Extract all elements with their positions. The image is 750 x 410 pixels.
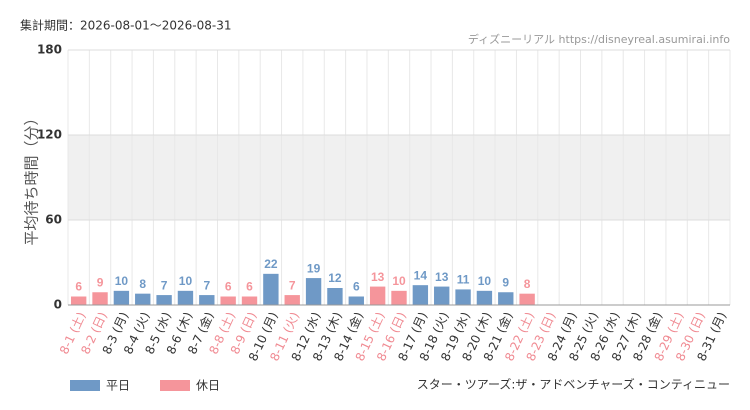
- y-tick-label: 120: [37, 128, 62, 142]
- bar: [498, 292, 514, 305]
- legend-swatch: [70, 380, 100, 391]
- attraction: スター・ツアーズ:ザ・アドベンチャーズ・コンティニュー: [417, 377, 730, 392]
- value-label: 6: [353, 280, 360, 294]
- bar: [156, 295, 172, 305]
- bar: [476, 290, 493, 305]
- value-label: 6: [75, 280, 82, 294]
- value-label: 8: [524, 277, 531, 291]
- bar: [70, 296, 87, 305]
- value-label: 10: [115, 274, 129, 288]
- value-label: 13: [435, 270, 449, 284]
- value-label: 22: [264, 257, 278, 271]
- value-label: 10: [392, 274, 406, 288]
- value-label: 13: [371, 270, 385, 284]
- bar: [135, 293, 151, 305]
- value-label: 10: [478, 274, 492, 288]
- bar: [220, 296, 236, 305]
- bar: [369, 286, 386, 305]
- y-tick-label: 60: [45, 213, 62, 227]
- bar: [412, 285, 429, 305]
- bar: [519, 293, 535, 305]
- y-tick-label: 180: [37, 43, 62, 57]
- legend-swatch: [160, 380, 190, 391]
- y-tick-label: 0: [54, 298, 62, 312]
- value-label: 6: [225, 280, 232, 294]
- bar: [177, 290, 194, 305]
- value-label: 11: [457, 273, 470, 287]
- value-label: 9: [97, 275, 104, 289]
- value-label: 14: [414, 268, 428, 282]
- period: 集計期間：2026-08-01～2026-08-31: [20, 18, 231, 33]
- source: ディズニーリアル https://disneyreal.asumirai.inf…: [468, 32, 730, 46]
- value-label: 12: [328, 271, 342, 285]
- shaded-band: [68, 135, 730, 220]
- bar: [434, 286, 450, 305]
- bar: [391, 290, 407, 305]
- legend-label: 平日: [106, 379, 130, 393]
- value-label: 8: [139, 277, 146, 291]
- value-label: 6: [246, 280, 253, 294]
- y-axis-label: 平均待ち時間（分）: [23, 110, 41, 245]
- bar: [199, 295, 215, 305]
- bar: [305, 278, 322, 305]
- value-label: 19: [307, 261, 321, 275]
- bar: [113, 290, 130, 305]
- legend-label: 休日: [196, 379, 220, 393]
- value-label: 10: [179, 274, 193, 288]
- value-label: 7: [289, 278, 296, 292]
- bar: [241, 296, 258, 305]
- bar: [284, 295, 300, 305]
- bar: [263, 273, 279, 305]
- value-label: 7: [203, 278, 210, 292]
- value-label: 7: [161, 278, 168, 292]
- bar: [92, 292, 108, 305]
- bar: [327, 288, 343, 305]
- value-label: 9: [502, 275, 509, 289]
- bar: [455, 289, 471, 305]
- bar: [348, 296, 364, 305]
